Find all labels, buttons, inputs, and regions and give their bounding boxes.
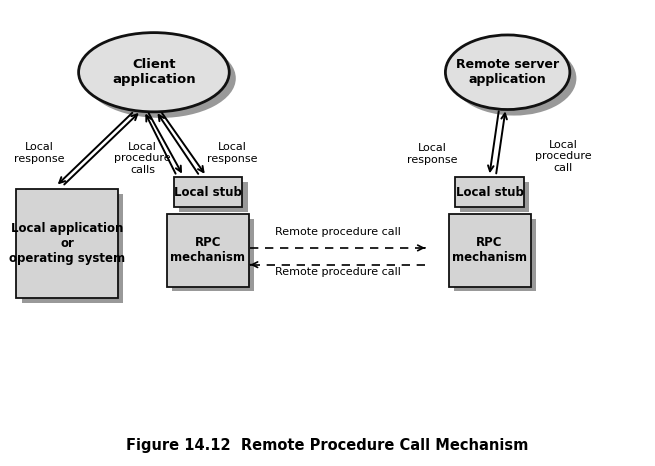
Bar: [16, 189, 118, 298]
Text: Local
procedure
calls: Local procedure calls: [115, 142, 171, 175]
Text: Client
application: Client application: [112, 58, 196, 86]
Text: Local stub: Local stub: [456, 186, 523, 199]
Bar: [455, 177, 524, 207]
Text: Figure 14.12  Remote Procedure Call Mechanism: Figure 14.12 Remote Procedure Call Mecha…: [126, 438, 529, 452]
Bar: [449, 214, 531, 287]
Text: Local stub: Local stub: [174, 186, 242, 199]
Text: Remote server
application: Remote server application: [456, 58, 559, 86]
Bar: [167, 214, 249, 287]
Ellipse shape: [445, 35, 570, 110]
Text: Local
response: Local response: [14, 142, 65, 164]
Text: Local application
or
operating system: Local application or operating system: [9, 222, 125, 265]
Ellipse shape: [452, 41, 576, 116]
Text: Remote procedure call: Remote procedure call: [274, 227, 401, 237]
Text: Local
response: Local response: [207, 142, 258, 164]
Bar: [460, 182, 529, 212]
Ellipse shape: [79, 33, 229, 112]
Bar: [172, 219, 254, 291]
Bar: [22, 193, 123, 303]
Bar: [179, 182, 248, 212]
Text: RPC
mechanism: RPC mechanism: [452, 236, 527, 265]
Text: Local
response: Local response: [407, 143, 458, 164]
Text: Remote procedure call: Remote procedure call: [274, 267, 401, 277]
Text: RPC
mechanism: RPC mechanism: [170, 236, 246, 265]
Text: Local
procedure
call: Local procedure call: [535, 139, 591, 173]
Ellipse shape: [85, 39, 236, 118]
Bar: [454, 219, 536, 291]
Bar: [174, 177, 242, 207]
